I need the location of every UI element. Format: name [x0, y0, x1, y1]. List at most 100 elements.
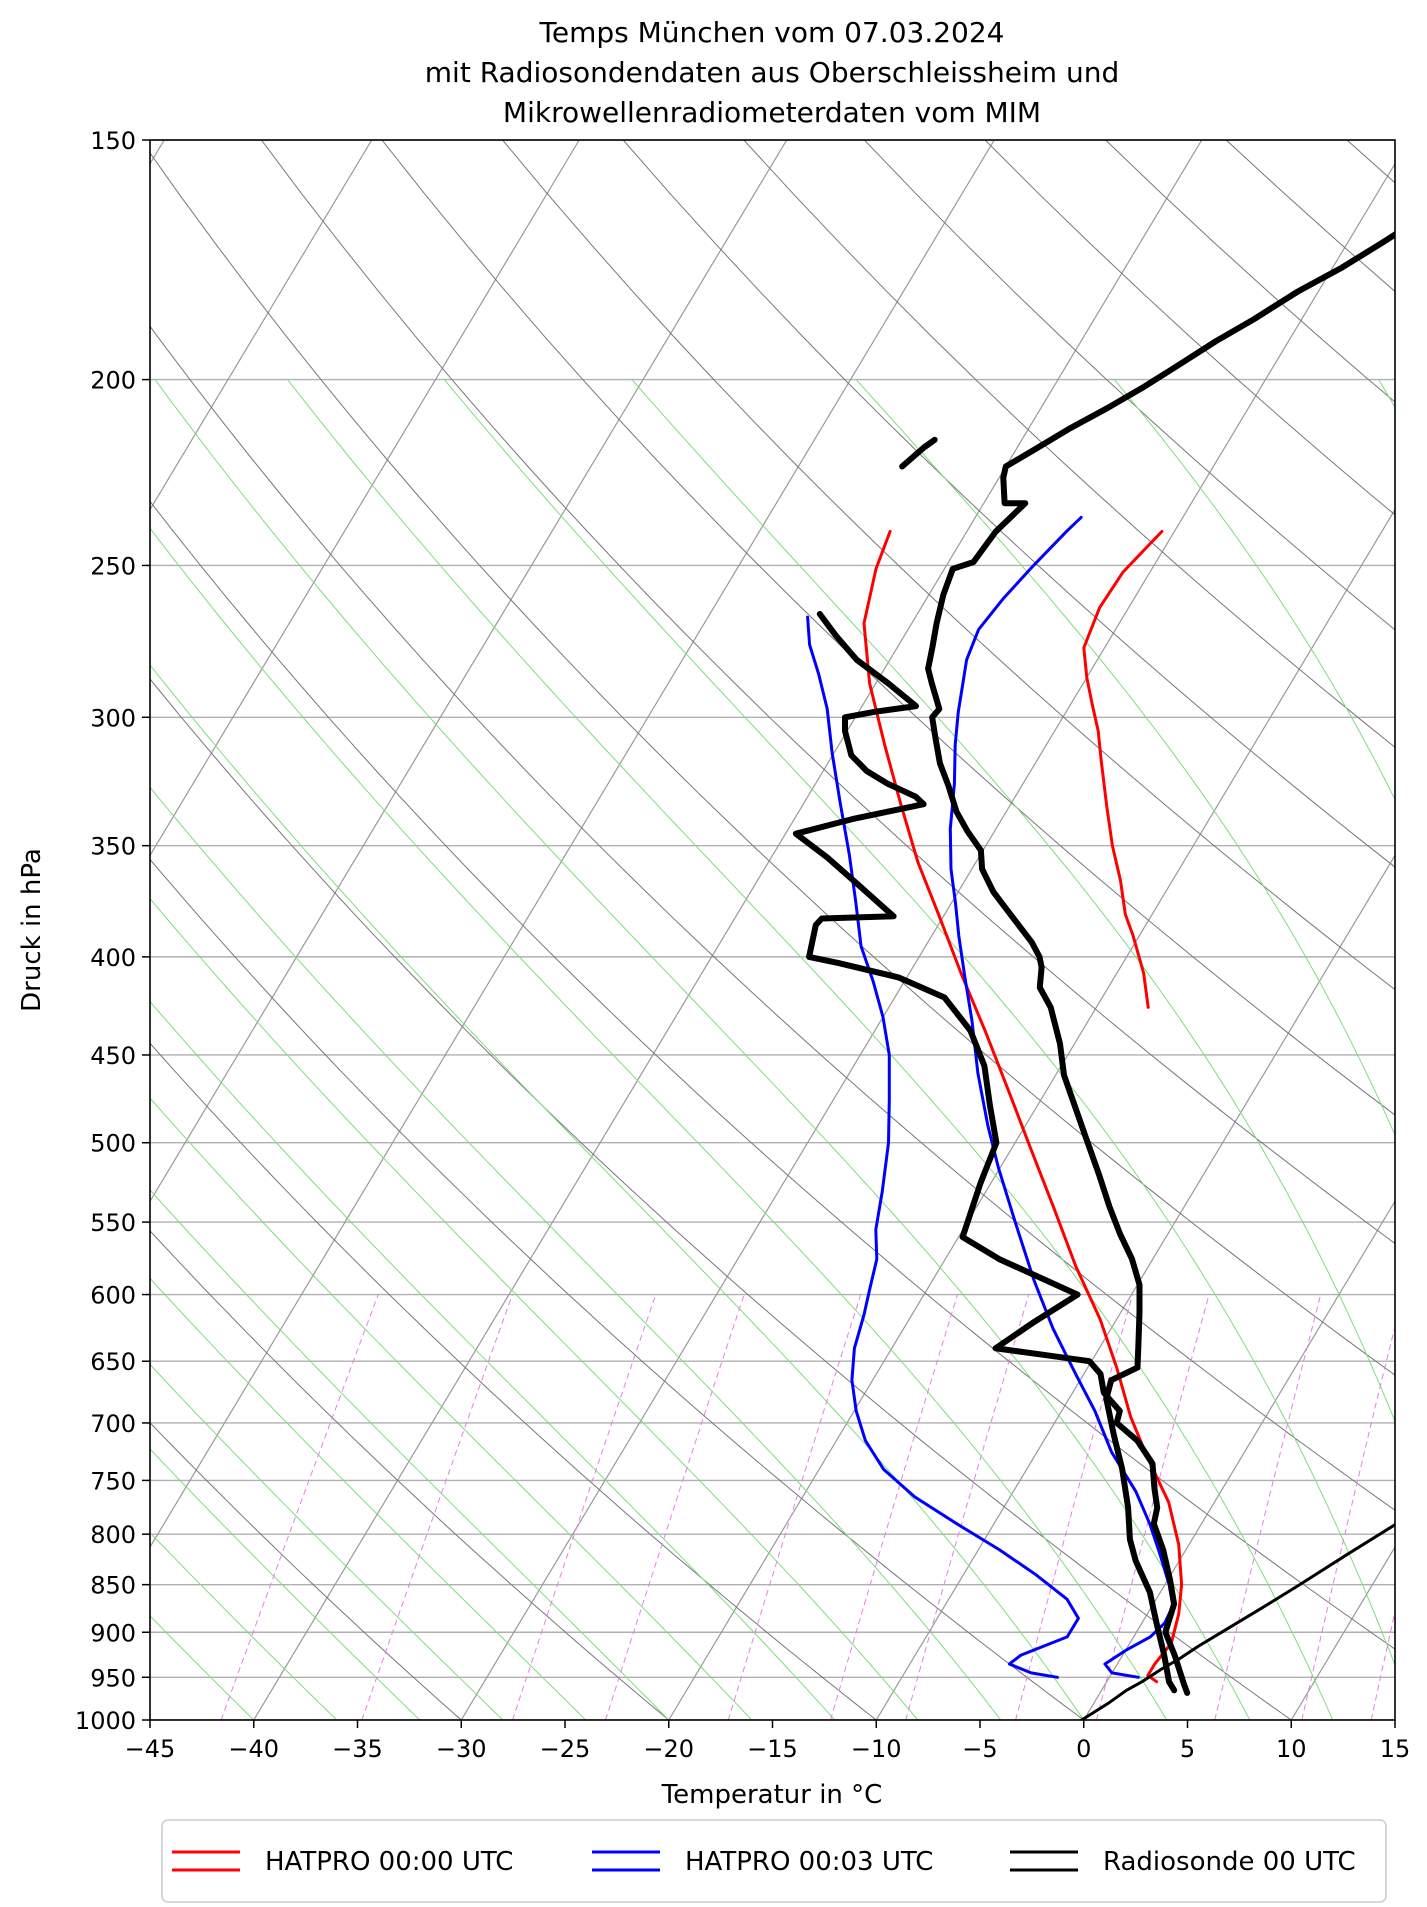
dry-adiabat-line — [150, 1421, 462, 1720]
mixing-ratio-line — [220, 1294, 379, 1720]
moist-adiabat-line — [150, 1000, 836, 1720]
isotherm-line — [460, 162, 1395, 1720]
isotherm-line — [668, 508, 1395, 1720]
y-tick-label: 450 — [90, 1042, 136, 1070]
title-line-2: mit Radiosondendaten aus Oberschleisshei… — [425, 56, 1119, 89]
y-tick-label: 350 — [90, 833, 136, 861]
x-tick-label: −20 — [643, 1735, 694, 1763]
pressure-gridlines — [150, 140, 1395, 1720]
y-axis-label: Druck in hPa — [17, 848, 47, 1012]
moist-adiabat-line — [855, 379, 1395, 1137]
isotherm-line — [150, 140, 580, 857]
moist-adiabat-line — [150, 1448, 421, 1720]
dry-adiabat-line — [150, 858, 1085, 1720]
mixing-ratio-line — [1301, 1324, 1395, 1720]
x-tick-label: 5 — [1180, 1735, 1195, 1763]
dry-adiabat-line — [150, 1230, 670, 1720]
legend-label-hatpro-0000: HATPRO 00:00 UTC — [265, 1847, 513, 1877]
series-line — [925, 231, 1395, 1694]
x-axis-ticks: −45 −40 −35 −30 −25 −20 −15 −10 −5 0 5 10 15 — [125, 1720, 1410, 1763]
series-line — [792, 611, 1191, 1696]
dry-adiabat-line — [622, 140, 1395, 868]
y-axis-ticks: 150 200 250 300 350 400 450 500 550 600 650 700 750 8… — [75, 127, 150, 1735]
moist-adiabat-lines — [150, 379, 1395, 1720]
y-tick-label: 250 — [90, 552, 136, 580]
isotherm-line — [253, 140, 1203, 1720]
moist-adiabat-line — [150, 1189, 670, 1720]
y-tick-label: 400 — [90, 944, 136, 972]
mixing-ratio-line — [1370, 1609, 1395, 1720]
moist-adiabat-line — [1114, 379, 1395, 801]
series-line — [806, 615, 1080, 1679]
series-line — [862, 529, 1184, 1684]
isotherm-line — [1290, 1545, 1395, 1720]
moist-adiabat-line — [631, 379, 1395, 1423]
x-tick-label: −40 — [228, 1735, 279, 1763]
y-tick-label: 950 — [90, 1664, 136, 1692]
y-tick-label: 600 — [90, 1282, 136, 1310]
moist-adiabat-line — [150, 664, 1085, 1720]
y-tick-label: 300 — [90, 704, 136, 732]
x-axis-label: Temperatur in °C — [661, 1780, 883, 1810]
y-tick-label: 550 — [90, 1209, 136, 1237]
y-tick-label: 650 — [90, 1348, 136, 1376]
series-radiosonde-00-utc — [792, 231, 1395, 1720]
series-line — [1080, 1522, 1395, 1720]
dry-adiabat-line — [864, 140, 1395, 631]
legend-box — [161, 1819, 1387, 1903]
isotherm-line — [150, 140, 373, 511]
dry-adiabat-line — [150, 325, 1395, 1511]
moist-adiabat-line — [287, 379, 1334, 1720]
y-tick-label: 500 — [90, 1130, 136, 1158]
x-tick-label: −10 — [851, 1735, 902, 1763]
dry-adiabat-line — [502, 140, 1395, 991]
y-tick-label: 150 — [90, 127, 136, 155]
moist-adiabat-line — [1378, 379, 1395, 409]
mixing-ratio-line — [727, 1294, 862, 1720]
moist-adiabat-line — [150, 786, 1002, 1720]
moist-adiabat-line — [150, 1363, 504, 1720]
series-hatpro-00-00-utc — [862, 529, 1184, 1684]
y-tick-label: 700 — [90, 1410, 136, 1438]
moist-adiabat-line — [150, 1097, 753, 1720]
x-tick-label: −30 — [436, 1735, 487, 1763]
y-tick-label: 800 — [90, 1521, 136, 1549]
y-tick-label: 1000 — [75, 1707, 136, 1735]
x-tick-label: −45 — [125, 1735, 176, 1763]
moist-adiabat-line — [154, 379, 1251, 1720]
series-line — [948, 515, 1175, 1679]
moist-adiabat-line — [150, 527, 1168, 1720]
x-tick-label: 10 — [1276, 1735, 1307, 1763]
dry-adiabat-line — [984, 140, 1395, 516]
data-series — [792, 231, 1395, 1720]
y-tick-label: 750 — [90, 1467, 136, 1495]
plot-area — [150, 140, 1395, 1720]
isotherm-lines — [150, 140, 1395, 1720]
y-tick-label: 900 — [90, 1619, 136, 1647]
x-tick-label: −35 — [332, 1735, 383, 1763]
mixing-ratio-lines — [220, 1294, 1395, 1720]
mixing-ratio-line — [1214, 1294, 1322, 1720]
mixing-ratio-line — [905, 1294, 1030, 1720]
mixing-ratio-line — [1096, 1294, 1210, 1720]
legend-label-hatpro-0003: HATPRO 00:03 UTC — [685, 1847, 933, 1877]
y-tick-label: 200 — [90, 367, 136, 395]
moist-adiabat-line — [443, 379, 1395, 1667]
plot-frame — [149, 139, 1396, 1721]
x-tick-label: −15 — [747, 1735, 798, 1763]
mixing-ratio-line — [512, 1294, 657, 1720]
isotherm-line — [150, 140, 995, 1549]
mixing-ratio-line — [830, 1294, 958, 1720]
chart-title: Temps München vom 07.03.2024 mit Radioso… — [425, 16, 1119, 129]
isotherm-line — [1083, 1200, 1395, 1720]
x-tick-label: −25 — [540, 1735, 591, 1763]
title-line-1: Temps München vom 07.03.2024 — [539, 16, 1005, 49]
dry-adiabat-line — [260, 140, 1395, 1245]
dry-adiabat-line — [1346, 140, 1395, 184]
isotherm-line — [150, 140, 788, 1203]
moist-adiabat-line — [150, 897, 919, 1720]
isotherm-line — [875, 854, 1395, 1720]
dry-adiabat-line — [150, 1042, 877, 1720]
dry-adiabat-line — [150, 678, 1292, 1720]
dry-adiabat-line — [743, 140, 1395, 748]
